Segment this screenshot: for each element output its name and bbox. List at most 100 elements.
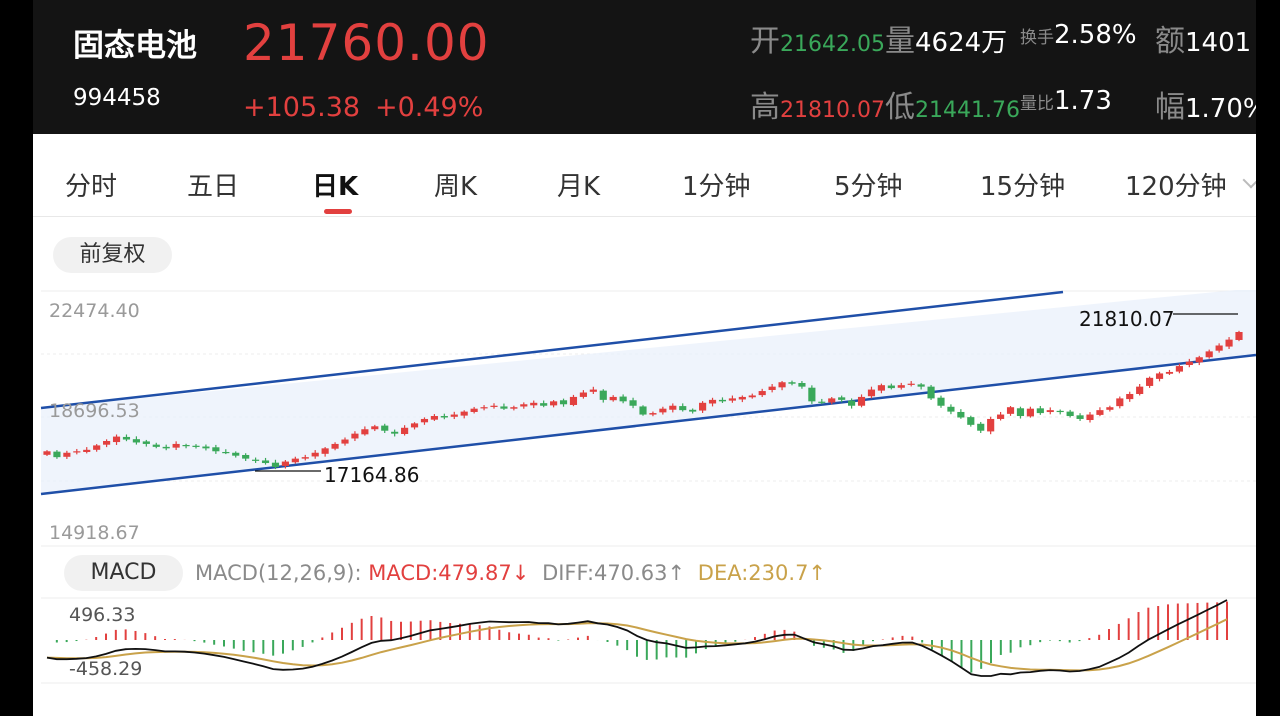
candle-body — [232, 452, 240, 456]
candle-body — [271, 462, 280, 468]
candle-body — [1126, 393, 1134, 400]
dea-line — [46, 618, 1228, 672]
candle-body — [222, 451, 230, 454]
candle-body — [1195, 357, 1203, 363]
tab-15min[interactable]: 15分钟 — [980, 172, 1066, 202]
amplitude-label: 幅 — [1155, 90, 1185, 125]
candle-body — [629, 400, 637, 406]
candle-body — [43, 451, 51, 455]
tab-120min[interactable]: 120分钟 — [1125, 172, 1227, 202]
tab-five-day[interactable]: 五日 — [187, 172, 240, 202]
candle-body — [619, 396, 627, 402]
price-change-pct: +0.49% — [375, 92, 484, 123]
volratio-value: 1.73 — [1054, 86, 1112, 116]
candle-body — [917, 384, 925, 387]
candle-body — [659, 408, 667, 413]
candle-body — [490, 405, 498, 407]
high-annotation: 21810.07 — [1079, 307, 1175, 331]
candle-body — [758, 391, 766, 396]
candle-body — [63, 452, 71, 457]
candle-body — [1185, 361, 1193, 366]
candle-body — [182, 444, 190, 447]
candle-body — [1046, 410, 1054, 413]
candle-body — [788, 382, 796, 384]
tab-weekly-k[interactable]: 周K — [434, 172, 478, 202]
candle-body — [738, 396, 746, 400]
candle-body — [887, 385, 895, 389]
candle-body — [83, 449, 91, 452]
candle-body — [718, 399, 727, 402]
tab-timeshare[interactable]: 分时 — [65, 172, 118, 202]
channel-upper-line — [40, 290, 1064, 410]
candle-body — [470, 408, 478, 412]
candle-body — [410, 423, 419, 428]
candle-body — [987, 418, 995, 432]
candle-body — [1116, 398, 1124, 407]
amount-stat: 额1401 — [1155, 16, 1251, 60]
tab-daily-k[interactable]: 日K — [312, 172, 359, 202]
open-label: 开 — [750, 24, 780, 59]
volume-stat: 量4624万 — [885, 16, 1007, 60]
chevron-down-icon[interactable] — [1242, 171, 1256, 189]
tab-1min[interactable]: 1分钟 — [682, 172, 751, 202]
macd-indicator-toggle[interactable]: MACD — [64, 555, 183, 591]
low-stat: 低21441.76 — [885, 82, 1020, 126]
candle-body — [530, 402, 538, 406]
candle-body — [192, 445, 200, 447]
candle-body — [867, 389, 876, 397]
candle-body — [1026, 408, 1034, 417]
active-tab-indicator — [324, 209, 352, 214]
candle-body — [957, 411, 965, 418]
tab-monthly-k[interactable]: 月K — [557, 172, 601, 202]
channel-fill — [41, 290, 1256, 494]
candles — [43, 330, 1243, 470]
candle-body — [559, 400, 568, 405]
candle-body — [341, 439, 349, 444]
tab-5min[interactable]: 5分钟 — [834, 172, 903, 202]
candle-body — [699, 402, 707, 411]
amplitude-value: 1.70% — [1185, 94, 1256, 124]
candle-body — [669, 405, 677, 410]
quote-header: 固态电池 994458 21760.00 +105.38 +0.49% 开216… — [33, 0, 1256, 134]
candle-body — [550, 401, 558, 406]
candle-body — [808, 387, 816, 402]
candle-body — [53, 451, 61, 458]
amplitude-stat: 幅1.70% — [1155, 82, 1256, 126]
low-value: 21441.76 — [915, 98, 1020, 123]
amount-label: 额 — [1155, 24, 1185, 59]
candle-body — [728, 398, 736, 401]
adjust-toggle[interactable]: 前复权 — [53, 237, 172, 273]
volratio-label: 量比 — [1020, 94, 1054, 114]
candle-body — [321, 448, 329, 454]
candle-body — [857, 396, 866, 406]
candle-body — [172, 443, 180, 448]
candle-body — [1066, 411, 1074, 417]
candle-body — [381, 425, 389, 431]
macd-params: MACD(12,26,9): — [195, 561, 362, 585]
candle-body — [1056, 410, 1064, 413]
candle-body — [818, 401, 826, 403]
kline-chart[interactable] — [33, 290, 1256, 548]
candle-body — [1136, 386, 1144, 394]
macd-chart[interactable] — [33, 592, 1256, 687]
candle-body — [202, 446, 210, 449]
candle-body — [967, 417, 975, 425]
candle-body — [798, 382, 806, 387]
amount-value: 1401 — [1185, 28, 1252, 58]
y-label-top: 22474.40 — [49, 300, 140, 322]
candle-body — [1215, 345, 1223, 351]
candle-body — [1155, 373, 1164, 379]
candle-body — [122, 436, 131, 440]
candle-body — [927, 386, 935, 399]
high-value: 21810.07 — [780, 98, 885, 123]
high-stat: 高21810.07 — [750, 82, 885, 126]
candle-body — [1175, 366, 1183, 372]
channel-lower-line — [40, 353, 1256, 496]
candle-body — [877, 385, 885, 391]
candle-body — [430, 416, 438, 420]
candle-body — [708, 399, 717, 404]
candle-body — [510, 407, 518, 409]
candle-body — [689, 409, 697, 412]
candle-body — [460, 411, 468, 416]
candle-body — [480, 407, 488, 409]
